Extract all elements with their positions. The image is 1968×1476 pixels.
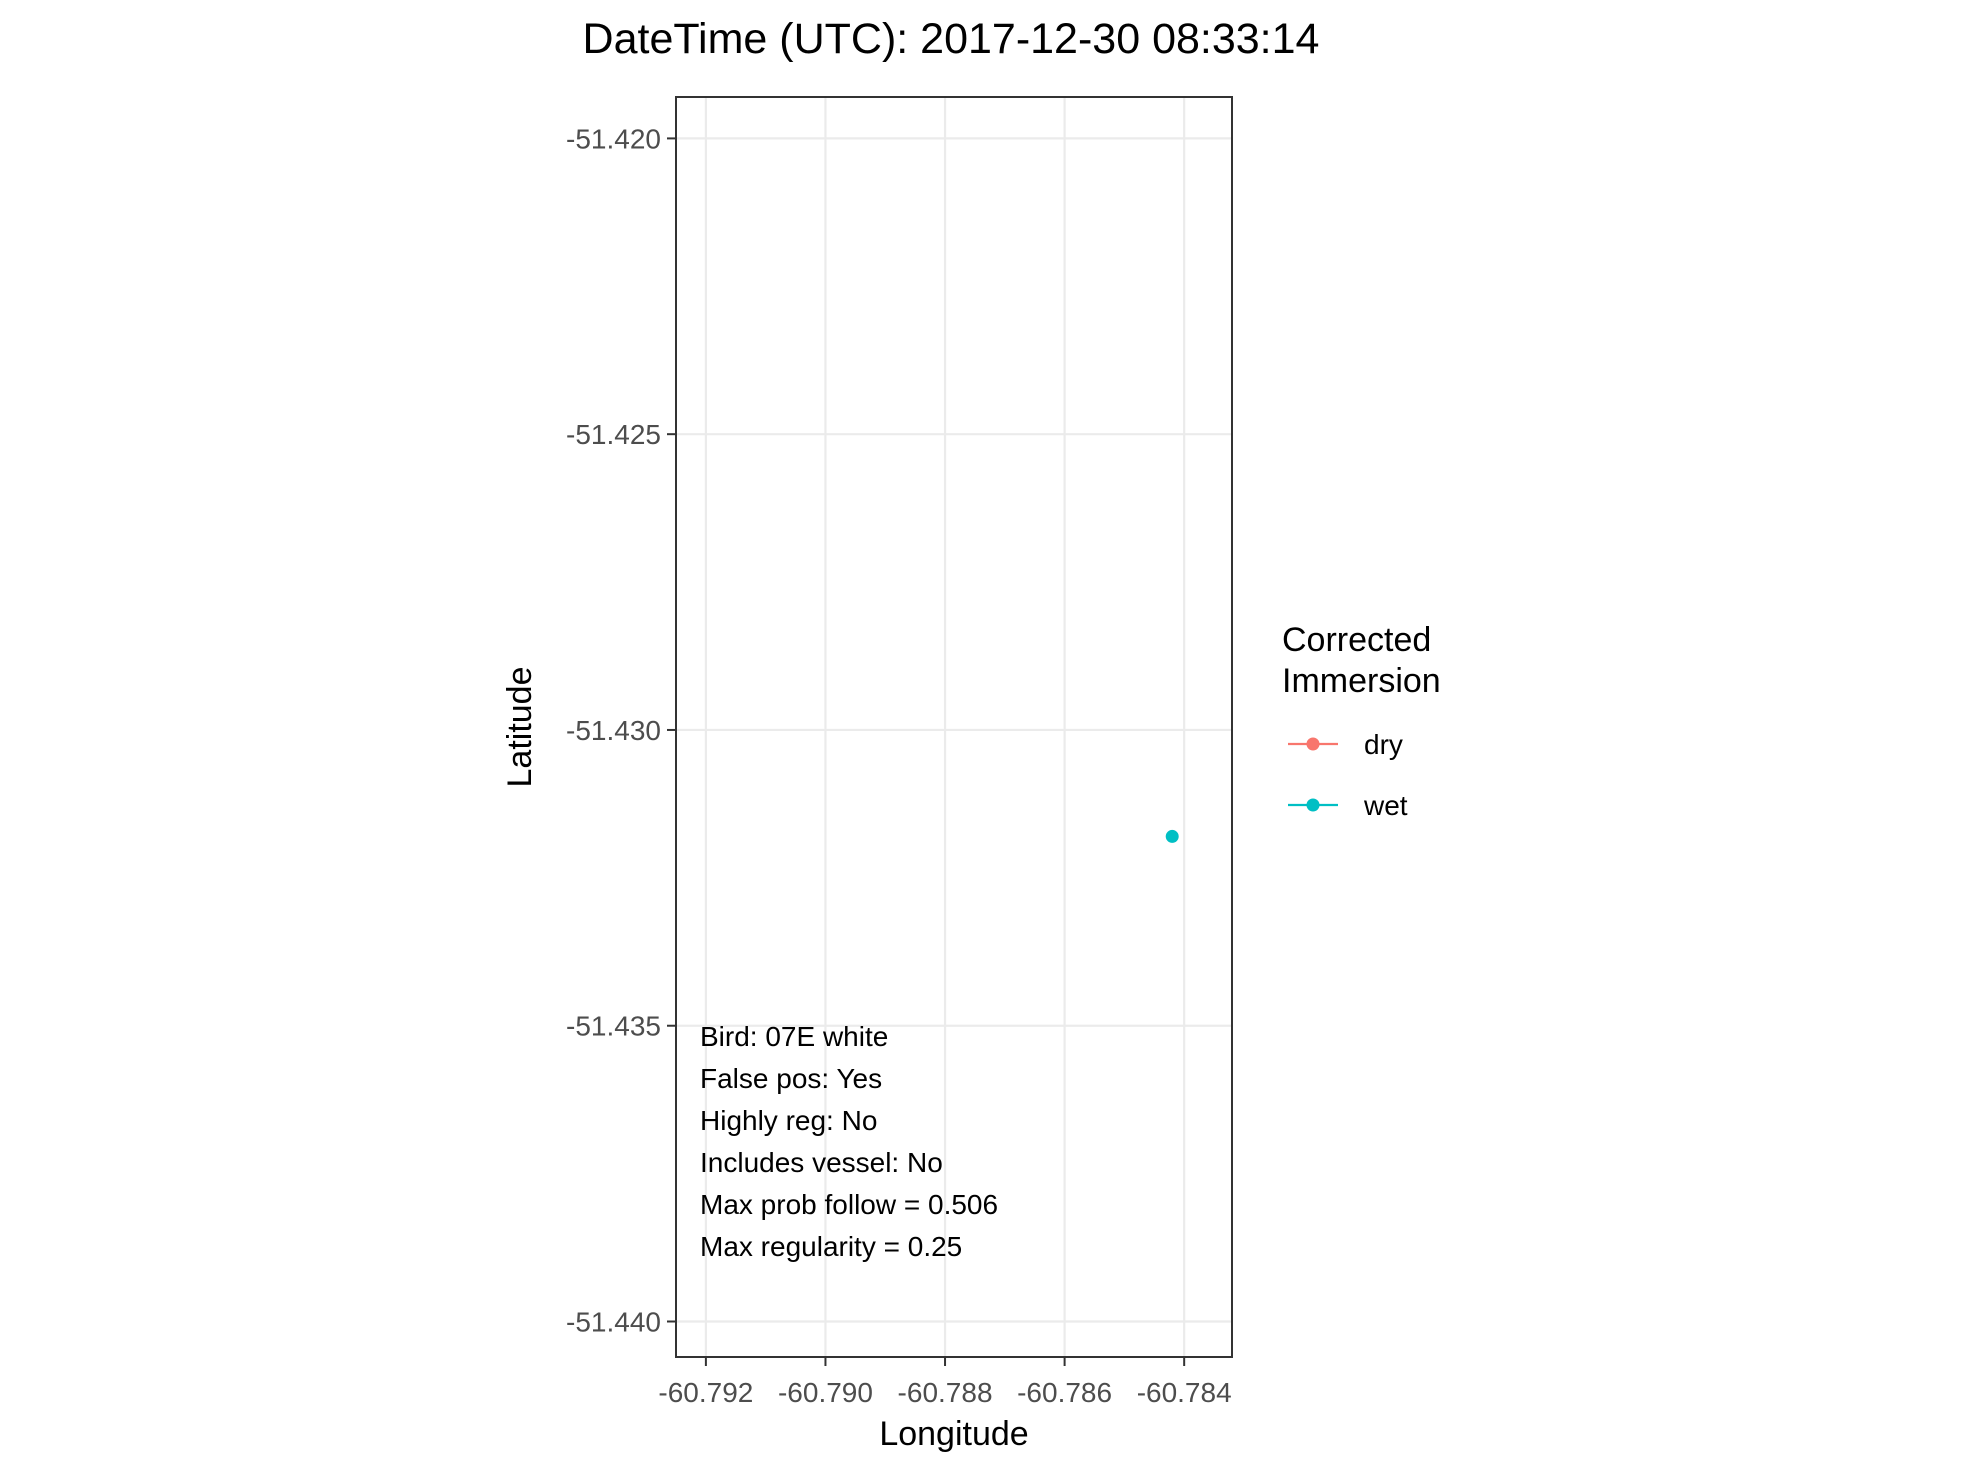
x-tick-label: -60.792 (658, 1377, 753, 1408)
annotation-max-prob-follow: Max prob follow = 0.506 (700, 1189, 998, 1220)
legend-title-line-2: Immersion (1282, 662, 1441, 700)
y-axis-title: Latitude (501, 667, 539, 788)
y-tick-label: -51.430 (566, 715, 661, 746)
x-tick-label: -60.786 (1017, 1377, 1112, 1408)
annotation-includes-vessel: Includes vessel: No (700, 1147, 943, 1178)
annotation-highly-reg: Highly reg: No (700, 1105, 877, 1136)
plot-panel-border (675, 96, 1233, 1358)
data-point-wet (1165, 829, 1179, 843)
x-tick-label: -60.784 (1137, 1377, 1232, 1408)
legend-entry-wet: wet (1288, 790, 1408, 821)
y-axis: -51.420 -51.425 -51.430 -51.435 -51.440 (566, 123, 676, 1338)
y-tick-label: -51.425 (566, 419, 661, 450)
legend-entry-dry: dry (1288, 729, 1403, 760)
x-axis: -60.792 -60.790 -60.788 -60.786 -60.784 (658, 1357, 1232, 1408)
annotation-false-pos: False pos: Yes (700, 1063, 882, 1094)
y-tick-label: -51.420 (566, 123, 661, 154)
legend-label: dry (1364, 729, 1403, 760)
y-tick-label: -51.440 (566, 1307, 661, 1338)
data-points (1165, 829, 1179, 843)
chart-title: DateTime (UTC): 2017-12-30 08:33:14 (583, 15, 1320, 63)
legend-key-point (1306, 737, 1320, 751)
y-tick-label: -51.435 (566, 1011, 661, 1042)
annotation-max-regularity: Max regularity = 0.25 (700, 1231, 962, 1262)
annotation-bird: Bird: 07E white (700, 1021, 888, 1052)
x-tick-label: -60.788 (898, 1377, 993, 1408)
annotation-box: Bird: 07E white False pos: Yes Highly re… (700, 1021, 998, 1262)
grid-lines (676, 97, 1232, 1357)
x-axis-title: Longitude (879, 1415, 1028, 1453)
legend-label: wet (1363, 790, 1408, 821)
legend: Corrected Immersion dry wet (1282, 621, 1441, 821)
legend-entries: dry wet (1288, 729, 1408, 821)
legend-title-line-1: Corrected (1282, 621, 1431, 659)
legend-key-point (1306, 798, 1320, 812)
plot-panel-background (676, 97, 1232, 1357)
x-tick-label: -60.790 (778, 1377, 873, 1408)
